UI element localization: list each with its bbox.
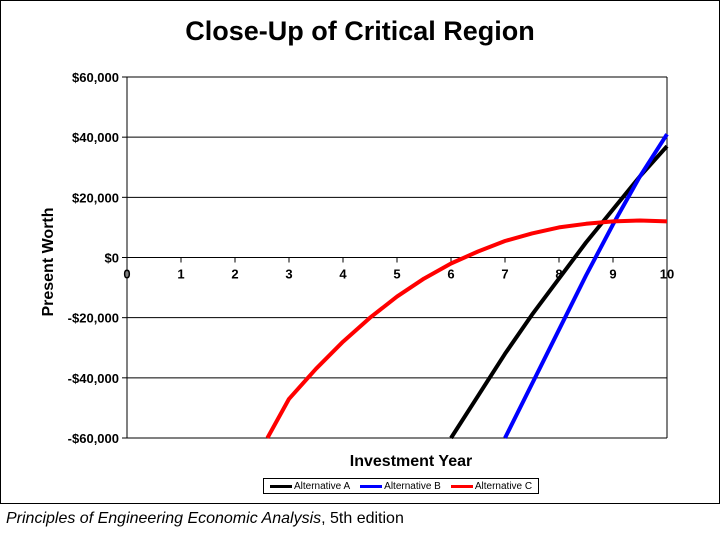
- y-tick-label: $60,000: [72, 70, 119, 85]
- x-tick-label: 6: [447, 267, 454, 282]
- y-tick-label: $20,000: [72, 190, 119, 205]
- x-tick-labels: 0 1 2 3 4 5 6 7 8 9 10: [123, 267, 674, 282]
- y-tick-labels: $60,000 $40,000 $20,000 $0 -$20,000 -$40,000 -…: [68, 70, 119, 446]
- series-line-alternative-a: [449, 144, 669, 440]
- footer-book-title: Principles of Engineering Economic Analy…: [6, 510, 322, 527]
- x-tick-label: 5: [393, 267, 400, 282]
- axes: [122, 76, 668, 439]
- y-tick-label: -$60,000: [68, 431, 119, 446]
- x-tick-label: 9: [609, 267, 616, 282]
- series-lines: [265, 133, 669, 440]
- y-tick-label: -$20,000: [68, 311, 119, 326]
- x-axis-title: Investment Year: [350, 453, 472, 470]
- x-tick-label: 1: [177, 267, 184, 282]
- y-tick-label: $0: [105, 251, 119, 266]
- x-tick-label: 8: [555, 267, 562, 282]
- x-tick-label: 3: [285, 267, 292, 282]
- legend-item-alternative-c: Alternative C: [450, 480, 533, 492]
- x-tick-label: 4: [339, 267, 347, 282]
- plot-area: $60,000 $40,000 $20,000 $0 -$20,000 -$40,000 -…: [40, 70, 674, 470]
- y-tick-label: $40,000: [72, 130, 119, 145]
- footer-edition: , 5th edition: [321, 510, 404, 527]
- legend-item-alternative-a: Alternative A: [270, 481, 350, 492]
- series-line-alternative-b: [503, 133, 669, 439]
- chart-title: Close-Up of Critical Region: [185, 16, 535, 46]
- legend-label: Alternative A: [294, 480, 351, 492]
- x-tick-label: 0: [123, 267, 130, 282]
- y-tick-label: -$40,000: [68, 371, 119, 386]
- legend: Alternative A Alternative B Alternative C: [263, 478, 540, 494]
- x-tick-label: 7: [501, 267, 508, 282]
- x-tick-label: 10: [660, 267, 674, 282]
- footer-caption: Principles of Engineering Economic Analy…: [6, 510, 404, 528]
- legend-item-alternative-b: Alternative B: [360, 481, 441, 492]
- legend-label: Alternative C: [474, 480, 533, 492]
- y-axis-title: Present Worth: [40, 207, 57, 316]
- legend-swatch: [450, 484, 473, 488]
- legend-label: Alternative B: [384, 480, 441, 492]
- series-line-alternative-c: [265, 218, 668, 439]
- legend-swatch: [270, 484, 292, 488]
- x-tick-label: 2: [231, 267, 238, 282]
- legend-swatch: [360, 484, 383, 488]
